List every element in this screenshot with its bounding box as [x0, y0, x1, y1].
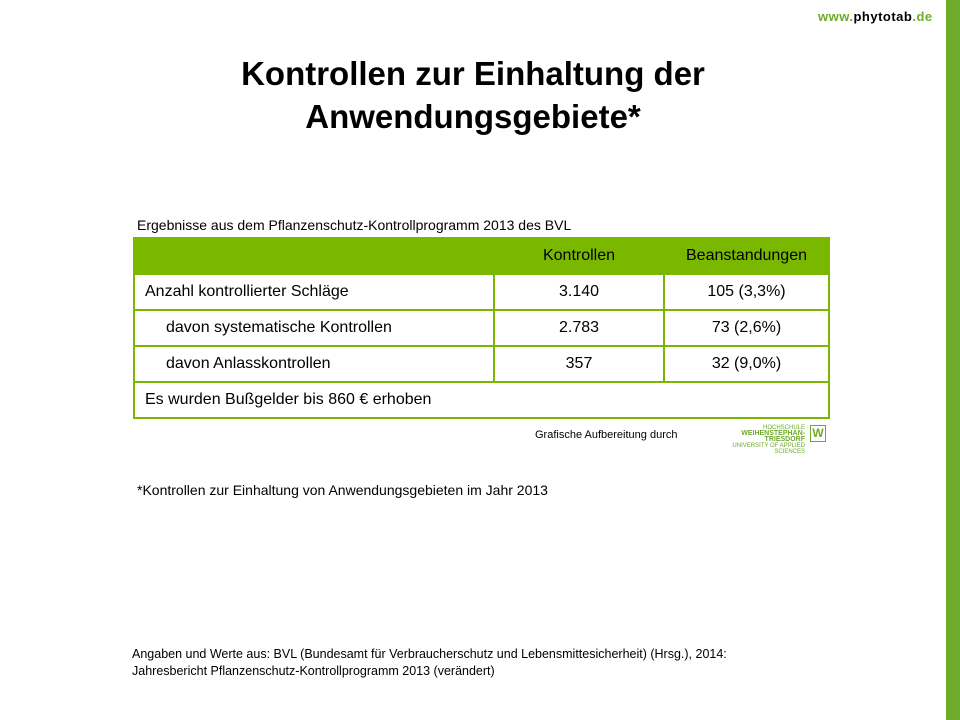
- header-cell: Kontrollen: [493, 237, 665, 275]
- cell-beanstandungen: 105 (3,3%): [663, 273, 830, 311]
- table-footer-row: Es wurden Bußgelder bis 860 € erhoben: [133, 381, 830, 419]
- header-cell: [133, 237, 495, 275]
- cell-kontrollen: 357: [493, 345, 665, 383]
- footnote: *Kontrollen zur Einhaltung von Anwendung…: [137, 482, 548, 498]
- source-citation: Angaben und Werte aus: BVL (Bundesamt fü…: [132, 646, 727, 680]
- table-row: davon systematische Kontrollen 2.783 73 …: [133, 309, 830, 347]
- cell-beanstandungen: 32 (9,0%): [663, 345, 830, 383]
- table-header-row: Kontrollen Beanstandungen: [133, 237, 830, 275]
- university-logo: HOCHSCHULE WEIHENSTEPHAN-TRIESDORF UNIVERS…: [713, 425, 805, 455]
- url-main: phytotab: [853, 9, 913, 24]
- logo-line: WEIHENSTEPHAN-TRIESDORF: [741, 430, 805, 443]
- cell-kontrollen: 3.140: [493, 273, 665, 311]
- cell-kontrollen: 2.783: [493, 309, 665, 347]
- logo-mark-icon: W: [810, 425, 826, 442]
- logo-line: UNIVERSITY OF APPLIED SCIENCES: [732, 443, 805, 455]
- table-row: Anzahl kontrollierter Schläge 3.140 105 …: [133, 273, 830, 311]
- cell-beanstandungen: 73 (2,6%): [663, 309, 830, 347]
- header-cell: Beanstandungen: [663, 237, 830, 275]
- credit-text: Grafische Aufbereitung durch: [535, 429, 678, 441]
- row-label: davon systematische Kontrollen: [133, 309, 495, 347]
- source-line: Angaben und Werte aus: BVL (Bundesamt fü…: [132, 647, 727, 661]
- title-line-2: Anwendungsgebiete*: [305, 98, 641, 135]
- fine-note: Es wurden Bußgelder bis 860 € erhoben: [133, 381, 830, 419]
- table-row: davon Anlasskontrollen 357 32 (9,0%): [133, 345, 830, 383]
- row-label: davon Anlasskontrollen: [133, 345, 495, 383]
- results-table: Kontrollen Beanstandungen Anzahl kontrol…: [133, 237, 830, 419]
- website-url[interactable]: www.phytotab.de: [818, 9, 933, 24]
- table-caption: Ergebnisse aus dem Pflanzenschutz-Kontro…: [137, 217, 572, 233]
- logo-line: HOCHSCHULE: [762, 425, 805, 431]
- row-label: Anzahl kontrollierter Schläge: [133, 273, 495, 311]
- url-prefix: www.: [818, 9, 854, 24]
- side-accent-bar: [946, 0, 960, 720]
- slide-title: Kontrollen zur Einhaltung der Anwendungsg…: [0, 52, 946, 138]
- title-line-1: Kontrollen zur Einhaltung der: [241, 55, 705, 92]
- source-line: Jahresbericht Pflanzenschutz-Kontrollpro…: [132, 664, 495, 678]
- url-suffix: .de: [912, 9, 933, 24]
